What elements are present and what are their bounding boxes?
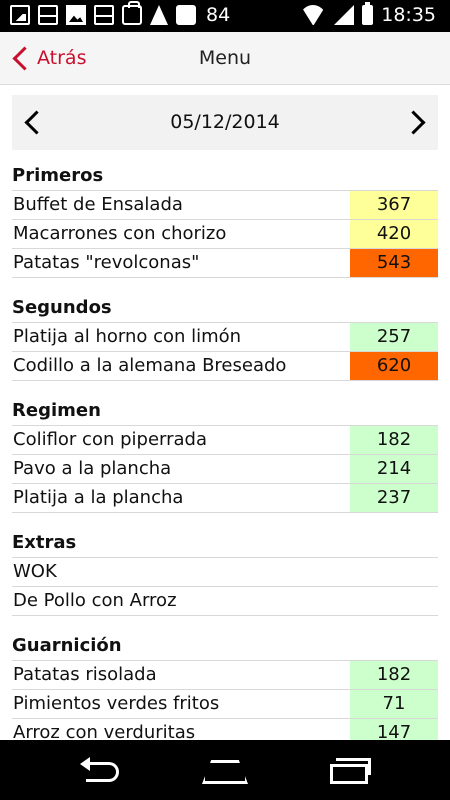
calorie-value: 420 (350, 220, 438, 248)
menu-item-row[interactable]: Buffet de Ensalada 367 (12, 191, 438, 220)
adobe-icon (150, 5, 168, 25)
section-spacer (12, 381, 438, 397)
battery-icon (362, 2, 374, 25)
home-nav-icon[interactable] (202, 760, 246, 782)
recent-apps-icon[interactable] (330, 758, 371, 784)
menu-item-row[interactable]: Arroz con verduritas 147 (12, 719, 438, 740)
section-title: Regimen (12, 397, 438, 426)
back-button-label: Atrás (37, 47, 87, 69)
status-time: 18:35 (381, 4, 436, 26)
calorie-value: 620 (350, 352, 438, 380)
section-title: Primeros (12, 162, 438, 191)
calorie-value: 147 (350, 719, 438, 740)
menu-item-row[interactable]: Platija al horno con limón 257 (12, 323, 438, 352)
gmail-icon (38, 5, 58, 25)
calorie-value: 182 (350, 426, 438, 454)
menu-item-row[interactable]: Codillo a la alemana Breseado 620 (12, 352, 438, 381)
dish-name: Macarrones con chorizo (13, 223, 227, 244)
wifi-icon (300, 5, 326, 25)
menu-item-row[interactable]: Platija a la plancha 237 (12, 484, 438, 513)
dish-name: De Pollo con Arroz (13, 590, 177, 611)
calorie-value: 237 (350, 484, 438, 512)
section-title: Extras (12, 529, 438, 558)
back-nav-icon[interactable] (80, 757, 120, 782)
status-icons-right: 18:35 (300, 2, 436, 26)
dish-name: Pimientos verdes fritos (13, 693, 220, 714)
calorie-value: 543 (350, 249, 438, 277)
dish-name: Platija a la plancha (13, 487, 184, 508)
status-bar: 84 18:35 (0, 0, 450, 32)
calorie-value: 257 (350, 323, 438, 351)
section-spacer (12, 616, 438, 632)
signal-icon (334, 5, 355, 25)
section-title: Guarnición (12, 632, 438, 661)
menu-item-row[interactable]: Pavo a la plancha 214 (12, 455, 438, 484)
notification-count: 84 (206, 4, 231, 26)
dish-name: Buffet de Ensalada (13, 194, 183, 215)
chevron-right-icon (401, 110, 426, 135)
chevron-left-icon (12, 45, 37, 71)
dish-name: Codillo a la alemana Breseado (13, 355, 287, 376)
calorie-value: 182 (350, 661, 438, 689)
dish-name: Coliflor con piperrada (13, 429, 207, 450)
dish-name: Arroz con verduritas (13, 722, 196, 740)
section-spacer (12, 513, 438, 529)
dish-name: WOK (13, 561, 57, 582)
gmail-icon (94, 5, 114, 25)
back-button[interactable]: Atrás (8, 32, 86, 84)
section-spacer (12, 278, 438, 294)
menu-list[interactable]: Primeros Buffet de Ensalada 367 Macarrones … (12, 162, 438, 740)
shopping-bag-icon (122, 1, 142, 25)
image-icon (10, 5, 30, 25)
menu-item-row[interactable]: De Pollo con Arroz (12, 587, 438, 616)
menu-item-row[interactable]: Patatas "revolconas" 543 (12, 249, 438, 278)
menu-item-row[interactable]: Pimientos verdes fritos 71 (12, 690, 438, 719)
clipboard-icon (176, 5, 196, 25)
dish-name: Platija al horno con limón (13, 326, 242, 347)
next-day-button[interactable] (394, 95, 438, 150)
calorie-value: 71 (350, 690, 438, 718)
date-navigator: 05/12/2014 (12, 95, 438, 150)
current-date: 05/12/2014 (170, 111, 280, 133)
dish-name: Patatas risolada (13, 664, 157, 685)
menu-item-row[interactable]: Macarrones con chorizo 420 (12, 220, 438, 249)
menu-item-row[interactable]: Patatas risolada 182 (12, 661, 438, 690)
photo-icon (66, 5, 86, 25)
menu-item-row[interactable]: WOK (12, 558, 438, 587)
calorie-value: 214 (350, 455, 438, 483)
dish-name: Patatas "revolconas" (13, 252, 200, 273)
section-title: Segundos (12, 294, 438, 323)
status-icons-left: 84 (10, 1, 231, 26)
menu-item-row[interactable]: Coliflor con piperrada 182 (12, 426, 438, 455)
navigation-bar (0, 740, 450, 800)
calorie-value: 367 (350, 191, 438, 219)
action-bar: Atrás Menu (0, 32, 450, 85)
dish-name: Pavo a la plancha (13, 458, 172, 479)
